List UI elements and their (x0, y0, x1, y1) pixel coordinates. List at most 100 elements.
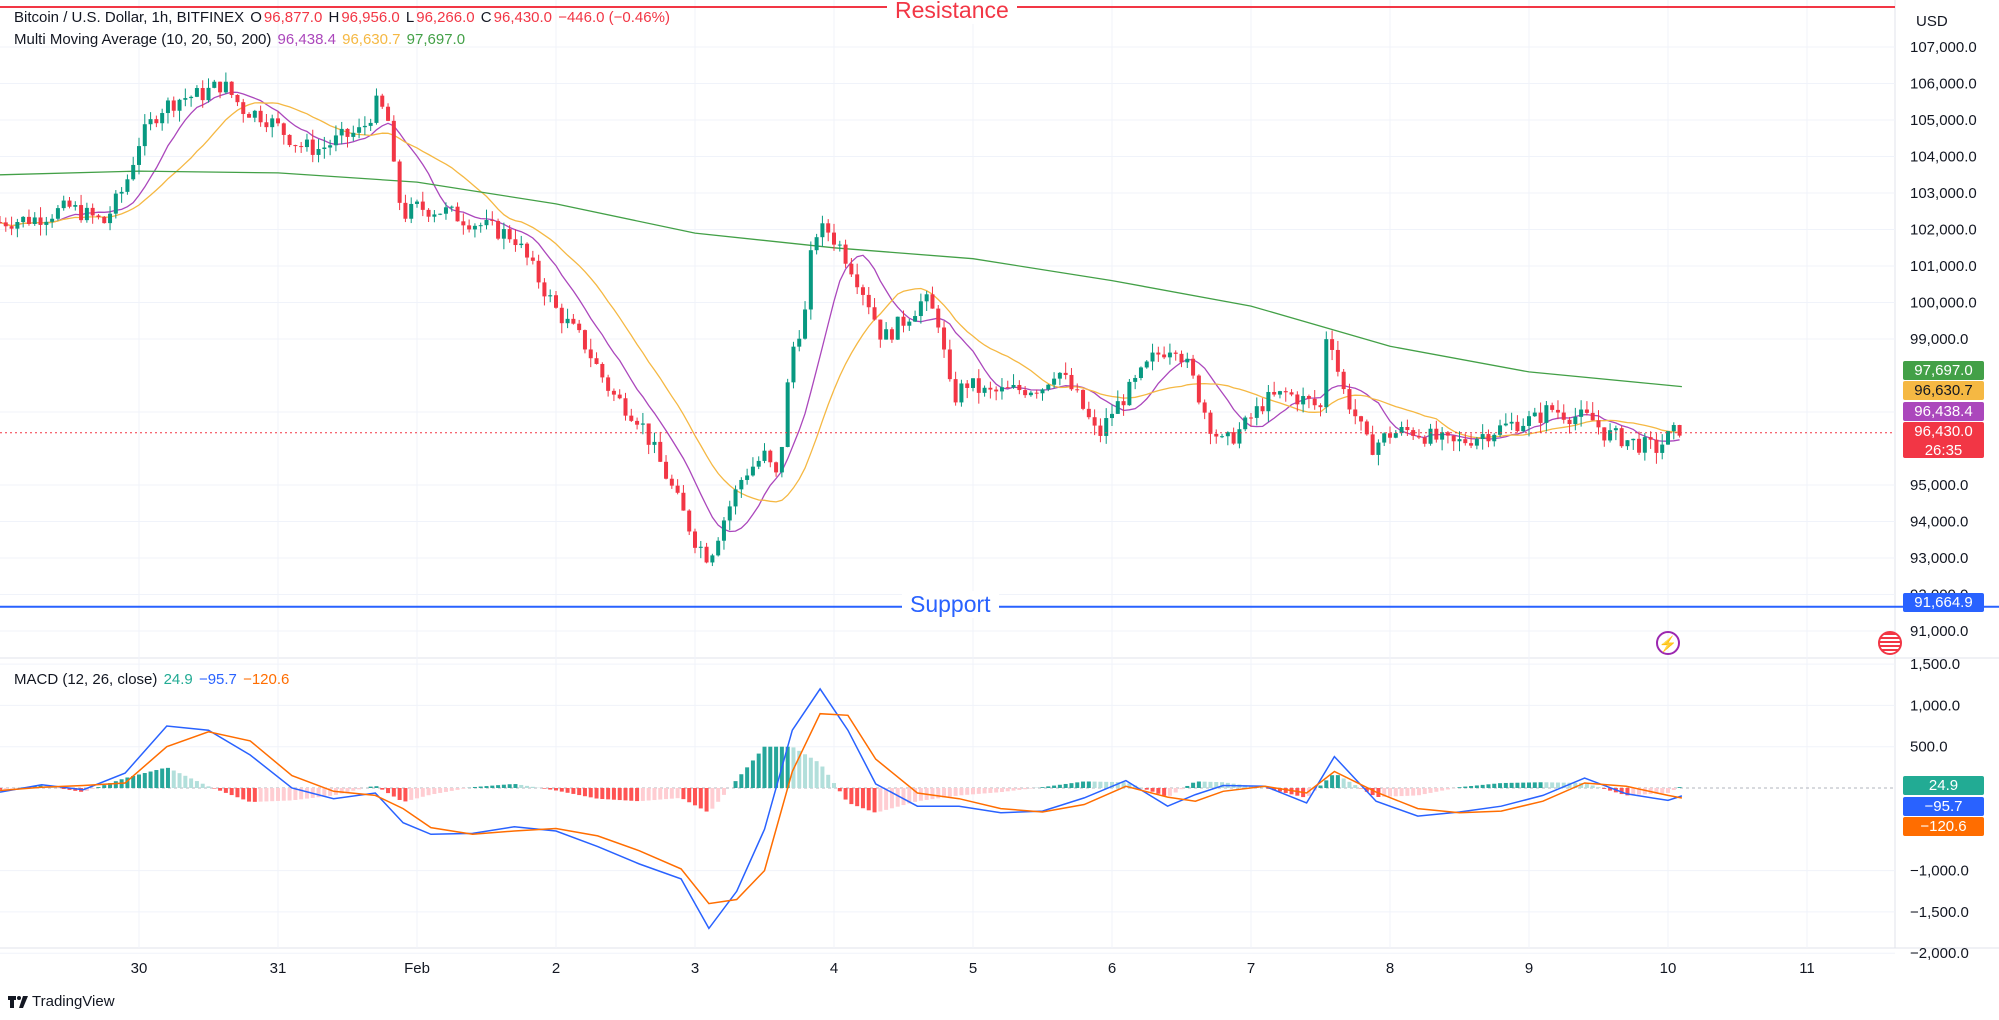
lightning-icon[interactable]: ⚡ (1656, 631, 1680, 655)
candle-body (797, 338, 802, 347)
candle-body (1214, 433, 1219, 437)
candle-body (270, 118, 275, 128)
macd-hist-bar (1527, 782, 1531, 788)
tradingview-logo[interactable]: TradingView (8, 993, 115, 1010)
macd-hist-bar (901, 788, 906, 806)
mma-legend[interactable]: Multi Moving Average (10, 20, 50, 200) 9… (14, 31, 467, 48)
symbol-title[interactable]: Bitcoin / U.S. Dollar, 1h, BITFINEX (14, 9, 245, 26)
macd-hist-bar (1631, 788, 1636, 796)
macd-hist-bar (1584, 783, 1589, 788)
candle-body (287, 134, 292, 146)
macd-hist-bar (1388, 788, 1392, 797)
candle-body (548, 295, 553, 297)
candle-body (779, 446, 784, 473)
candle-body (374, 95, 379, 123)
candle-body (519, 243, 524, 246)
candle-body (1069, 374, 1074, 390)
last-price-tag: 96,430.0 26:35 (1903, 422, 1984, 459)
macd-hist-bar (1081, 781, 1086, 788)
macd-hist-bar (1173, 788, 1178, 793)
candle-body (1046, 384, 1051, 390)
low-value: 96,266.0 (416, 9, 475, 26)
candle-body (646, 423, 651, 445)
macd-line-tag: −95.7 (1903, 797, 1984, 816)
candle-body (1492, 434, 1497, 442)
macd-hist-bar (1057, 784, 1062, 788)
candle-body (1150, 352, 1155, 362)
candle-body (1451, 435, 1456, 442)
candles (0, 72, 1682, 567)
time-tick-label: 30 (131, 960, 148, 977)
brand-name: TradingView (32, 993, 115, 1010)
support-label[interactable]: Support (902, 591, 999, 618)
macd-hist-bar (247, 788, 252, 802)
macd-hist-bar (664, 788, 669, 800)
macd-hist-bar (1185, 785, 1190, 788)
macd-hist-bar (1550, 782, 1555, 788)
macd-hist-bar (496, 785, 501, 788)
candle-body (820, 223, 825, 238)
candle-body (1382, 433, 1387, 443)
currency-label[interactable]: USD (1916, 13, 1948, 30)
candle-body (1544, 405, 1549, 423)
macd-hist-bar (1196, 781, 1201, 788)
last-price: 96,430.0 (1914, 423, 1973, 440)
candle-body (745, 475, 750, 480)
candle-body (681, 492, 686, 511)
macd-hist-bar (432, 788, 437, 794)
candle-body (171, 100, 176, 111)
candle-body (252, 110, 257, 118)
candle-body (21, 216, 26, 223)
candle-body (119, 191, 124, 194)
candle-body (652, 441, 657, 445)
candle-body (1388, 433, 1392, 438)
candle-body (971, 378, 975, 388)
candle-body (750, 466, 755, 476)
macd-hist-bar (322, 788, 327, 797)
ma10-value: 96,438.4 (277, 31, 336, 48)
candle-body (137, 146, 141, 165)
macd-hist-bar (814, 761, 819, 788)
macd-hist-bar (1509, 782, 1514, 788)
macd-hist-bar (1480, 784, 1485, 788)
candle-body (1110, 413, 1114, 419)
macd-hist-bar (276, 788, 280, 801)
macd-hist-bar (733, 781, 738, 788)
macd-legend[interactable]: MACD (12, 26, close) 24.9 −95.7 −120.6 (14, 671, 291, 688)
candle-body (1121, 401, 1126, 406)
candle-body (362, 125, 367, 128)
ma10-tag: 96,438.4 (1903, 402, 1984, 421)
macd-hist-bar (1440, 788, 1445, 791)
candle-body (1480, 434, 1485, 440)
macd-hist-bar (1393, 788, 1398, 797)
macd-hist-bar (843, 788, 848, 800)
macd-hist-bar (478, 786, 483, 788)
candle-body (1625, 440, 1630, 447)
macd-hist-bar (1608, 788, 1613, 791)
macd-hist-bar (1625, 788, 1630, 796)
candle-body (501, 229, 506, 239)
candle-body (1167, 352, 1172, 358)
candle-body (1335, 349, 1340, 372)
candle-body (223, 81, 228, 93)
candle-body (640, 423, 645, 425)
macd-hist-bar (1544, 782, 1549, 788)
macd-hist-bar (1162, 788, 1167, 796)
candle-body (999, 387, 1004, 392)
resistance-label[interactable]: Resistance (887, 0, 1017, 24)
tradingview-icon (8, 995, 28, 1008)
macd-hist-bar (113, 781, 118, 788)
macd-hist-bar (160, 768, 165, 788)
candle-body (1254, 406, 1259, 418)
macd-hist-bar (351, 788, 356, 791)
candle-body (1445, 432, 1450, 436)
macd-hist-bar (61, 788, 66, 790)
candle-body (1353, 409, 1358, 417)
candle-body (496, 220, 501, 239)
candle-body (1550, 405, 1555, 410)
macd-hist-bar (137, 774, 141, 788)
candle-body (1185, 358, 1190, 363)
candle-body (1225, 432, 1230, 437)
candle-body (1017, 385, 1022, 391)
us-flag-icon[interactable] (1878, 631, 1902, 655)
